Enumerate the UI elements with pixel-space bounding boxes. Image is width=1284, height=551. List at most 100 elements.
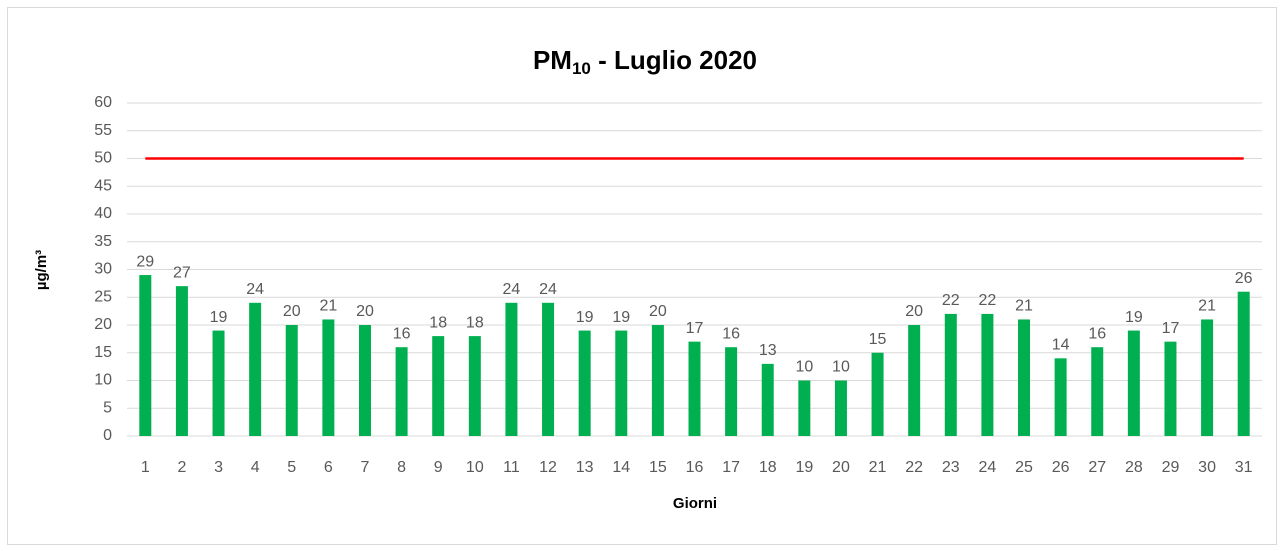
bar (542, 302, 555, 436)
y-tick-label: 30 (94, 261, 112, 278)
chart-title: PM10 - Luglio 2020 (533, 45, 757, 79)
data-label: 10 (832, 359, 850, 376)
bar (1091, 347, 1104, 436)
chart-frame (7, 7, 1277, 545)
y-tick-label: 5 (103, 399, 112, 416)
bar (212, 330, 225, 436)
bar (615, 330, 628, 436)
x-tick-label: 31 (1235, 459, 1253, 476)
x-axis-label: Giorni (673, 495, 717, 512)
data-label: 20 (356, 303, 374, 320)
bar (1127, 330, 1140, 436)
x-tick-label: 28 (1125, 459, 1143, 476)
data-label: 19 (612, 309, 630, 326)
x-tick-label: 5 (287, 459, 296, 476)
data-label: 19 (210, 309, 228, 326)
y-axis-label: µg/m³ (33, 250, 50, 290)
data-label: 16 (393, 325, 411, 342)
x-tick-label: 11 (503, 459, 520, 476)
data-label: 29 (136, 253, 154, 270)
bar (1018, 319, 1031, 436)
title-main: PM (533, 45, 572, 75)
data-label: 22 (979, 292, 997, 309)
y-tick-label: 15 (94, 344, 112, 361)
bar (468, 336, 481, 436)
x-tick-label: 19 (795, 459, 813, 476)
bar (505, 302, 518, 436)
x-tick-label: 16 (686, 459, 704, 476)
data-label: 20 (905, 303, 923, 320)
bar (725, 347, 738, 436)
bar (322, 319, 335, 436)
data-label: 17 (1162, 320, 1180, 337)
data-label: 10 (795, 359, 813, 376)
bar (798, 380, 811, 436)
title-subscript: 10 (572, 59, 591, 78)
bar (1054, 358, 1067, 436)
x-tick-label: 23 (942, 459, 960, 476)
bar (1237, 291, 1250, 436)
data-label: 21 (1198, 298, 1216, 315)
y-tick-label: 55 (94, 122, 112, 139)
bar (139, 275, 152, 436)
bar (1201, 319, 1214, 436)
bar (834, 380, 847, 436)
y-tick-label: 20 (94, 316, 112, 333)
y-tick-label: 45 (94, 177, 112, 194)
x-tick-label: 20 (832, 459, 850, 476)
bar (908, 325, 921, 436)
bar (249, 302, 262, 436)
x-tick-label: 22 (905, 459, 923, 476)
data-label: 21 (319, 298, 337, 315)
bar (358, 325, 371, 436)
y-tick-label: 50 (94, 150, 112, 167)
bar (285, 325, 298, 436)
x-tick-label: 29 (1162, 459, 1180, 476)
title-rest: - Luglio 2020 (591, 45, 757, 75)
x-tick-label: 21 (869, 459, 887, 476)
y-tick-label: 25 (94, 288, 112, 305)
data-label: 20 (649, 303, 667, 320)
x-tick-label: 30 (1198, 459, 1216, 476)
x-tick-label: 27 (1088, 459, 1106, 476)
y-tick-label: 35 (94, 233, 112, 250)
x-tick-label: 14 (612, 459, 630, 476)
bar (1164, 341, 1177, 436)
bar (651, 325, 664, 436)
y-tick-label: 60 (94, 94, 112, 111)
bar (175, 286, 188, 436)
y-tick-label: 10 (94, 372, 112, 389)
x-tick-label: 10 (466, 459, 484, 476)
x-tick-label: 12 (539, 459, 557, 476)
data-label: 16 (1088, 325, 1106, 342)
x-tick-label: 1 (141, 459, 150, 476)
data-label: 24 (539, 281, 557, 298)
data-label: 13 (759, 342, 777, 359)
data-label: 15 (869, 331, 887, 348)
bar (688, 341, 701, 436)
data-label: 22 (942, 292, 960, 309)
data-label: 17 (686, 320, 704, 337)
x-tick-label: 9 (434, 459, 443, 476)
data-label: 18 (466, 314, 484, 331)
bar (395, 347, 408, 436)
x-tick-label: 4 (251, 459, 260, 476)
y-tick-label: 0 (103, 427, 112, 444)
data-label: 27 (173, 264, 191, 281)
x-tick-label: 25 (1015, 459, 1033, 476)
x-tick-label: 17 (722, 459, 740, 476)
data-label: 21 (1015, 298, 1033, 315)
x-tick-label: 13 (576, 459, 594, 476)
bar (432, 336, 445, 436)
bar (578, 330, 591, 436)
x-tick-label: 24 (979, 459, 997, 476)
x-tick-label: 15 (649, 459, 667, 476)
data-label: 24 (503, 281, 521, 298)
x-tick-label: 2 (177, 459, 186, 476)
x-tick-label: 6 (324, 459, 333, 476)
bar (761, 363, 774, 436)
x-tick-label: 18 (759, 459, 777, 476)
y-tick-label: 40 (94, 205, 112, 222)
data-label: 19 (1125, 309, 1143, 326)
